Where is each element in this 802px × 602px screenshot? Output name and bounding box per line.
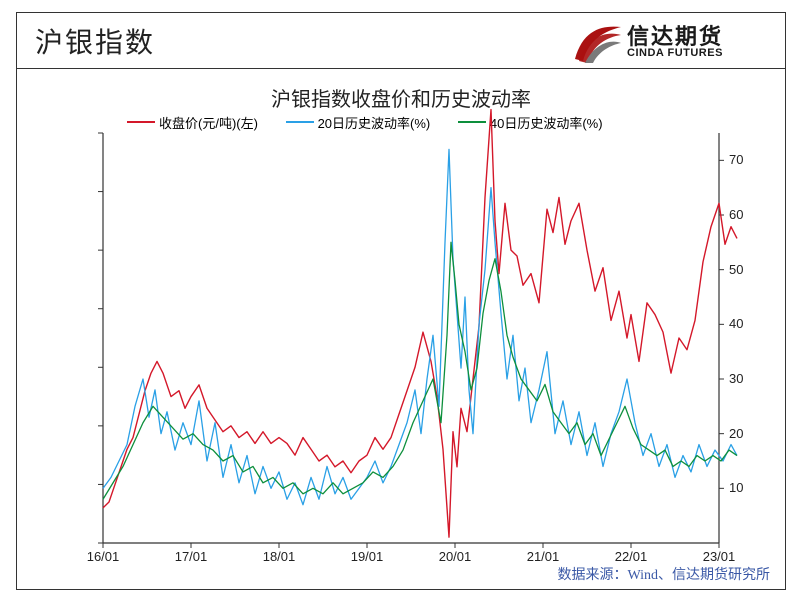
legend-item-close: 收盘价(元/吨)(左) bbox=[127, 113, 258, 132]
x-tick-label: 20/01 bbox=[435, 549, 475, 564]
legend-item-hv40: 40日历史波动率(%) bbox=[458, 113, 603, 132]
x-tick-label: 16/01 bbox=[83, 549, 123, 564]
x-tick-label: 23/01 bbox=[699, 549, 739, 564]
legend-label: 20日历史波动率(%) bbox=[318, 113, 431, 132]
legend-line-icon bbox=[458, 121, 486, 123]
brand-logo: 信达期货 CINDA FUTURES bbox=[573, 17, 773, 65]
legend-line-icon bbox=[127, 121, 155, 123]
legend-label: 40日历史波动率(%) bbox=[490, 113, 603, 132]
x-tick-label: 19/01 bbox=[347, 549, 387, 564]
logo-swish-icon bbox=[573, 21, 623, 63]
y-right-tick-label: 40 bbox=[729, 316, 743, 331]
y-right-tick-label: 20 bbox=[729, 426, 743, 441]
chart-title: 沪银指数收盘价和历史波动率 bbox=[17, 83, 785, 112]
x-tick-label: 21/01 bbox=[523, 549, 563, 564]
y-right-tick-label: 50 bbox=[729, 262, 743, 277]
legend-item-hv20: 20日历史波动率(%) bbox=[286, 113, 431, 132]
page-header: 沪银指数 信达期货 CINDA FUTURES bbox=[17, 13, 785, 69]
legend-label: 收盘价(元/吨)(左) bbox=[159, 113, 258, 132]
y-right-tick-label: 60 bbox=[729, 207, 743, 222]
page-frame: 沪银指数 信达期货 CINDA FUTURES 沪银指数收盘价和历史波动率 收盘… bbox=[16, 12, 786, 590]
legend-line-icon bbox=[286, 121, 314, 123]
chart-legend: 收盘价(元/吨)(左) 20日历史波动率(%) 40日历史波动率(%) bbox=[127, 111, 627, 132]
data-source: 数据来源：Wind、信达期货研究所 bbox=[557, 564, 770, 584]
y-right-tick-label: 30 bbox=[729, 371, 743, 386]
page-title: 沪银指数 bbox=[35, 21, 155, 61]
x-tick-label: 17/01 bbox=[171, 549, 211, 564]
x-tick-label: 22/01 bbox=[611, 549, 651, 564]
x-tick-label: 18/01 bbox=[259, 549, 299, 564]
y-right-tick-label: 10 bbox=[729, 480, 743, 495]
y-right-tick-label: 70 bbox=[729, 152, 743, 167]
chart-plot bbox=[103, 133, 719, 543]
logo-text-en: CINDA FUTURES bbox=[627, 47, 723, 59]
